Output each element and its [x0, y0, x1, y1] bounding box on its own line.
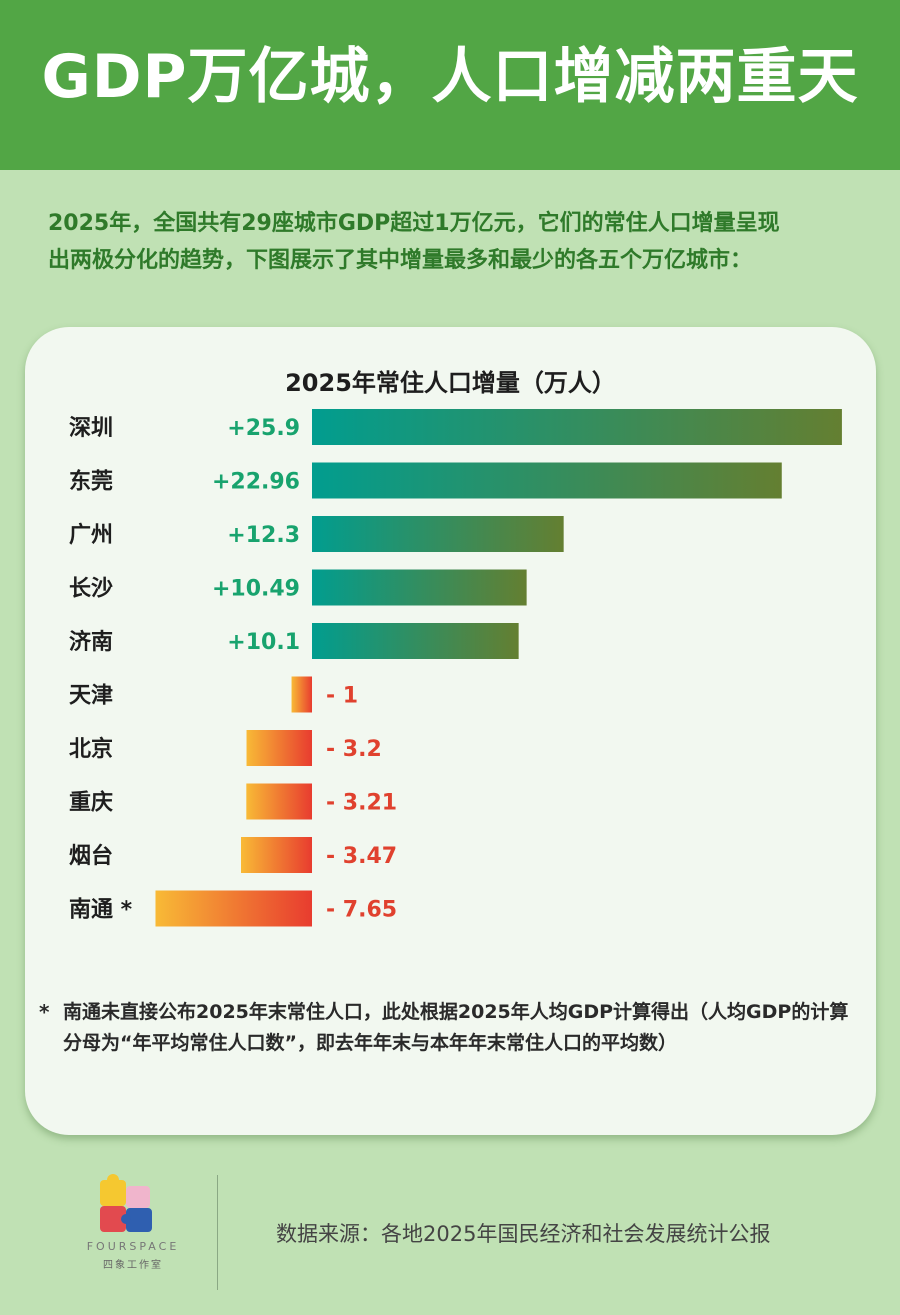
page-title: GDP万亿城，人口增减两重天 [41, 42, 859, 112]
category-label: 深圳 [69, 416, 113, 441]
category-label: 南通 * [69, 898, 133, 923]
intro-text: 2025年，全国共有29座城市GDP超过1万亿元，它们的常住人口增量呈现 出两极… [48, 205, 858, 279]
data-source: 数据来源：各地2025年国民经济和社会发展统计公报 [276, 1222, 771, 1246]
category-label: 重庆 [69, 790, 113, 816]
category-label: 东莞 [69, 469, 113, 495]
chart-card: 2025年常住人口增量（万人） 深圳 +25.9 东莞 +22.96 广州 +12.3 长沙… [25, 327, 876, 1135]
bar [241, 837, 312, 873]
footnote-star: * [39, 1000, 50, 1024]
value-label: - 1 [326, 684, 358, 709]
bar [246, 783, 312, 820]
value-label: - 7.65 [326, 898, 397, 923]
value-label: +22.96 [212, 470, 300, 495]
value-label: +12.3 [227, 523, 300, 548]
value-label: +10.1 [227, 630, 300, 655]
header-banner: GDP万亿城，人口增减两重天 [0, 0, 900, 170]
bar [312, 462, 782, 499]
chart-title: 2025年常住人口增量（万人） [285, 369, 616, 397]
category-label: 广州 [69, 522, 113, 548]
category-label: 天津 [69, 683, 113, 709]
foursquare-logo: FOURSPACE 四象工作室 [78, 1172, 188, 1276]
bar [312, 569, 527, 606]
intro-line-2: 出两极分化的趋势，下图展示了其中增量最多和最少的各五个万亿城市： [48, 248, 753, 273]
bar [312, 409, 842, 445]
logo-subtitle: 四象工作室 [103, 1260, 163, 1271]
intro-line-1: 2025年，全国共有29座城市GDP超过1万亿元，它们的常住人口增量呈现 [48, 211, 780, 236]
bar-chart: 深圳 +25.9 东莞 +22.96 广州 +12.3 长沙 +10.49 济南 +10.1 天津 -… [69, 409, 842, 927]
bar [312, 516, 564, 552]
bar [246, 730, 312, 766]
footnote-text: 南通未直接公布2025年末常住人口，此处根据2025年人均GDP计算得出（人均G… [63, 1001, 849, 1054]
category-label: 烟台 [69, 843, 113, 869]
category-label: 北京 [69, 736, 113, 762]
bar [312, 623, 519, 659]
value-label: - 3.2 [326, 737, 382, 762]
value-label: +10.49 [212, 577, 300, 602]
value-label: - 3.47 [326, 844, 397, 869]
value-label: - 3.21 [326, 791, 397, 816]
bar [155, 890, 312, 927]
bar [291, 676, 312, 713]
footer-divider [217, 1175, 218, 1290]
logo-text: FOURSPACE [86, 1240, 180, 1253]
category-label: 长沙 [69, 577, 113, 602]
category-label: 济南 [69, 629, 113, 655]
puzzle-logo-icon [100, 1174, 152, 1232]
value-label: +25.9 [227, 416, 300, 441]
